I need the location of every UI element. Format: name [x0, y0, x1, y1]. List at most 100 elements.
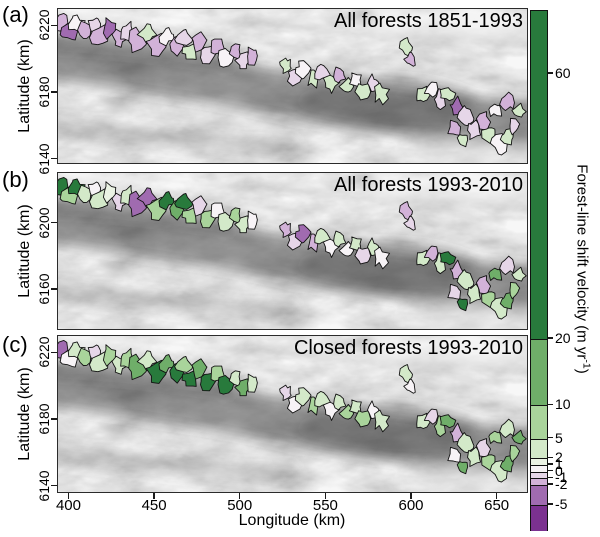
district-polygon	[499, 418, 515, 439]
y-tick-mark	[51, 24, 57, 27]
district-polygon	[77, 347, 92, 367]
district-polygon	[338, 240, 355, 257]
colorbar-tick-label: -1	[555, 469, 568, 486]
x-tick-mark	[495, 493, 498, 499]
district-layer	[58, 12, 527, 156]
district-polygon	[174, 192, 194, 210]
district-polygon	[509, 281, 521, 300]
colorbar-label-sup: -1	[580, 359, 593, 369]
colorbar-label-main: Forest-line shift velocity (m yr	[573, 164, 591, 360]
colorbar-segment	[531, 471, 547, 480]
colorbar-tick-label: -5	[555, 495, 568, 512]
y-tick-mark	[51, 351, 57, 354]
x-axis-label: Longitude (km)	[238, 512, 346, 529]
y-tick-label: 6180	[36, 403, 52, 435]
hillshade-map-b	[58, 173, 527, 329]
panel-title-b: All forests 1993-2010	[333, 174, 523, 196]
district-polygon	[403, 215, 416, 231]
y-tick-mark	[51, 221, 57, 224]
x-tick-label: 650	[484, 497, 510, 514]
district-polygon	[423, 245, 439, 262]
panel-label-b: (b)	[2, 167, 29, 192]
district-polygon	[423, 408, 439, 425]
district-polygon	[158, 191, 175, 211]
district-polygon	[247, 46, 258, 66]
y-tick-mark	[51, 484, 57, 487]
district-polygon	[467, 446, 482, 467]
colorbar-tick-label: 10	[555, 396, 571, 413]
district-polygon	[447, 446, 462, 463]
district-polygon	[447, 283, 462, 300]
district-polygon	[403, 51, 416, 67]
x-tick-mark	[410, 493, 412, 499]
y-tick-label: 6220	[36, 336, 52, 369]
colorbar-tick-mark	[548, 476, 553, 479]
district-polygon	[499, 255, 515, 276]
district-polygon	[247, 373, 258, 393]
district-polygon	[439, 414, 457, 429]
hillshade-map-a	[58, 9, 527, 163]
district-polygon	[403, 378, 416, 394]
district-polygon	[511, 102, 527, 118]
district-polygon	[467, 283, 482, 304]
district-polygon	[77, 20, 92, 40]
district-polygon	[509, 444, 521, 463]
district-polygon	[439, 87, 457, 102]
district-polygon	[279, 384, 292, 401]
y-tick-label: 6220	[36, 9, 52, 42]
district-polygon	[158, 27, 175, 47]
x-tick-label: 400	[55, 497, 81, 514]
y-tick-mark	[51, 91, 57, 93]
colorbar-tick-mark	[548, 463, 553, 465]
district-polygon	[174, 28, 194, 46]
hillshade-map-c	[58, 336, 527, 492]
district-polygon	[456, 134, 469, 148]
y-axis-label-c: Latitude (km)	[16, 367, 33, 461]
x-tick-mark	[238, 493, 241, 499]
district-polygon	[294, 60, 312, 80]
colorbar-segment	[531, 438, 547, 460]
colorbar-tick-mark	[548, 483, 553, 485]
colorbar-label: Forest-line shift velocity (m yr-1)	[574, 164, 593, 373]
y-axis-label-b: Latitude (km)	[16, 204, 33, 298]
colorbar-tick-mark	[548, 72, 553, 74]
map-panel-c	[57, 335, 528, 493]
y-tick-label: 6140	[36, 469, 52, 502]
x-tick-label: 450	[141, 497, 167, 514]
colorbar-segment	[531, 484, 547, 506]
panel-label-c: (c)	[2, 332, 28, 357]
district-polygon	[374, 82, 390, 106]
x-tick-label: 600	[398, 497, 424, 514]
colorbar-tick-label: 5	[555, 429, 563, 446]
district-polygon	[174, 355, 194, 373]
district-polygon	[511, 266, 527, 282]
district-polygon	[488, 103, 503, 117]
x-tick-label: 550	[312, 497, 338, 514]
district-polygon	[333, 393, 347, 411]
x-tick-mark	[67, 493, 70, 499]
district-polygon	[374, 409, 390, 433]
panel-title-a: All forests 1851-1993	[333, 10, 523, 32]
panel-label-a: (a)	[2, 2, 29, 27]
colorbar-tick-mark	[548, 337, 553, 339]
y-tick-label: 6180	[36, 76, 52, 108]
x-tick-mark	[324, 493, 327, 499]
colorbar	[530, 10, 548, 531]
y-tick-mark	[51, 157, 57, 160]
colorbar-tick-mark	[548, 456, 553, 459]
colorbar-tick-mark	[548, 436, 553, 439]
y-tick-mark	[51, 288, 57, 290]
district-polygon	[509, 117, 521, 136]
district-layer	[58, 339, 527, 483]
colorbar-segment	[531, 465, 547, 473]
district-polygon	[279, 221, 292, 238]
x-tick-label: 500	[227, 497, 253, 514]
district-polygon	[488, 430, 503, 444]
colorbar-tick-mark	[548, 503, 553, 505]
district-polygon	[338, 403, 355, 420]
map-panel-a	[57, 8, 528, 164]
colorbar-label-end: )	[573, 368, 591, 374]
x-tick-mark	[153, 493, 155, 499]
district-polygon	[511, 429, 527, 445]
district-polygon	[423, 81, 439, 98]
